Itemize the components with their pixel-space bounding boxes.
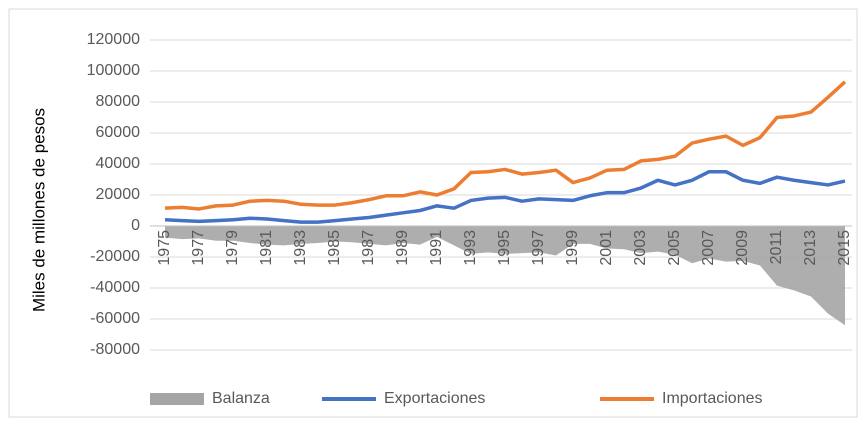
x-tick-label: 1981 <box>258 230 275 266</box>
chart-border <box>8 8 858 418</box>
y-tick-label: 80000 <box>96 93 141 110</box>
x-tick-label: 2003 <box>632 230 649 266</box>
y-tick-label: 100000 <box>87 62 140 79</box>
x-tick-label: 2009 <box>734 230 751 266</box>
x-tick-label: 1983 <box>292 230 309 266</box>
y-tick-label: -60000 <box>90 310 140 327</box>
area <box>165 226 845 326</box>
line <box>164 170 846 224</box>
legend-swatch <box>150 393 204 405</box>
x-tick-label: 1985 <box>326 230 343 266</box>
x-tick-label: 1975 <box>156 230 173 266</box>
line <box>164 80 847 211</box>
x-tick-label: 2007 <box>700 230 717 266</box>
y-tick-label: 20000 <box>96 186 141 203</box>
y-tick-label: -40000 <box>90 279 140 296</box>
x-tick-label: 1995 <box>496 230 513 266</box>
legend-label: Importaciones <box>662 390 763 407</box>
x-tick-label: 1987 <box>360 230 377 266</box>
x-tick-label: 2001 <box>598 230 615 266</box>
y-axis-label: Miles de millones de pesos <box>29 108 48 312</box>
x-tick-label: 2011 <box>768 230 785 265</box>
y-tick-label: 60000 <box>96 124 141 141</box>
x-tick-label: 1977 <box>190 230 207 266</box>
y-tick-label: 120000 <box>87 31 140 48</box>
x-tick-label: 1991 <box>428 230 445 266</box>
y-tick-label: -80000 <box>90 341 140 358</box>
legend-label: Exportaciones <box>384 390 485 407</box>
x-tick-label: 1993 <box>462 230 479 266</box>
legend-label: Balanza <box>212 390 270 407</box>
y-tick-label: -20000 <box>90 248 140 265</box>
x-tick-label: 2013 <box>802 230 819 266</box>
x-tick-label: 1979 <box>224 230 241 266</box>
x-tick-label: 2015 <box>836 230 853 266</box>
x-tick-label: 2005 <box>666 230 683 266</box>
y-tick-label: 0 <box>131 217 140 234</box>
x-tick-label: 1999 <box>564 230 581 266</box>
x-tick-label: 1989 <box>394 230 411 266</box>
y-tick-label: 40000 <box>96 155 141 172</box>
x-tick-label: 1997 <box>530 230 547 266</box>
